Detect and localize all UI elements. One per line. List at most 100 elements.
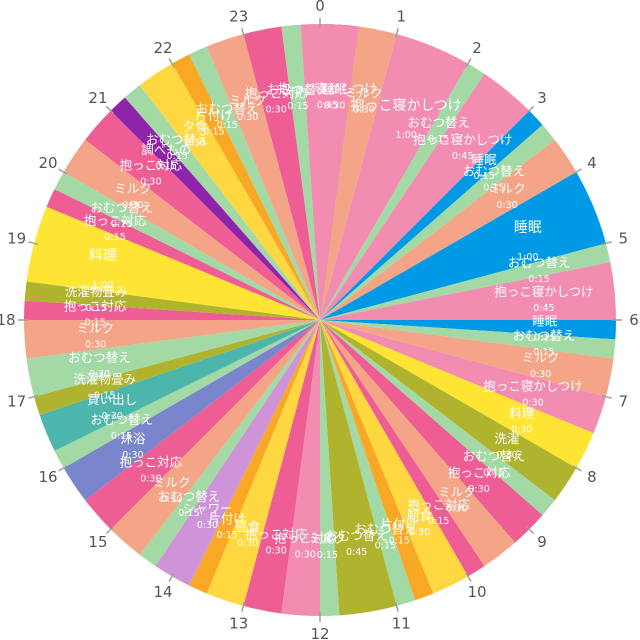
pie-slice — [24, 281, 320, 320]
slice-activity-label: おむつ替え — [90, 200, 153, 215]
hour-tick-label: 4 — [587, 154, 597, 172]
slice-activity-label: 夕食 — [183, 119, 209, 134]
pie-slice — [320, 320, 543, 543]
pie-slice — [320, 139, 577, 320]
pie-slice — [320, 124, 555, 320]
slice-duration-label: 0:15 — [528, 274, 549, 285]
pie-slice — [26, 206, 321, 320]
slice-duration-label: 0:30 — [530, 369, 551, 380]
hour-tick-label: 8 — [587, 468, 597, 486]
slice-activity-label: おむつ替え — [68, 350, 131, 365]
slice-duration-label: 0:15 — [483, 468, 504, 479]
slice-duration-label: 1:00 — [92, 280, 113, 291]
slice-duration-label: 0:30 — [496, 450, 517, 461]
slice-duration-label: 0:30 — [468, 484, 489, 495]
slice-duration-label: 0:15 — [167, 151, 188, 162]
slice-duration-label: 0:30 — [140, 473, 161, 484]
pie-slice — [320, 320, 577, 501]
slice-duration-label: 0:30 — [237, 538, 258, 549]
slice-activity-label: おむつ替え — [513, 328, 576, 343]
slice-activity-label: 昼食 — [235, 519, 261, 534]
pie-slice — [24, 300, 320, 320]
pie-slice — [243, 320, 320, 614]
pie-slice — [320, 243, 611, 320]
pie-slice — [26, 320, 321, 397]
pie-slice — [155, 320, 320, 586]
slice-activity-label: おむつ替え — [325, 528, 388, 543]
pie-slice — [320, 320, 397, 616]
slice-activity-label: ミルク — [77, 321, 115, 336]
pie-slice — [63, 139, 320, 320]
hour-tick-label: 5 — [619, 230, 629, 248]
slice-duration-label: 0:15 — [84, 318, 105, 329]
slice-duration-label: 1:00 — [517, 252, 538, 263]
slice-duration-label: 0:30 — [353, 104, 374, 115]
slice-duration-label: 0:30 — [446, 503, 467, 514]
pie-slice — [320, 34, 468, 320]
slice-activity-label: ミルク — [153, 475, 191, 490]
hour-tick-label: 0 — [315, 0, 325, 15]
hour-tick-label: 1 — [396, 8, 406, 26]
slice-duration-label: 0:15 — [111, 431, 132, 442]
slice-duration-label: 0:15 — [111, 219, 132, 230]
slice-activity-label: 抱っこ対応 — [245, 85, 308, 100]
slice-duration-label: 0:30 — [409, 527, 430, 538]
hour-tick-mark — [58, 168, 68, 175]
hour-tick-label: 14 — [153, 583, 172, 601]
slice-duration-label: 0:15 — [203, 127, 224, 138]
pie-slice — [320, 262, 616, 320]
slice-duration-label: 1:00 — [395, 130, 416, 141]
slice-activity-label: 抱っこ対応 — [120, 158, 183, 173]
slice-activity-label: シャワー — [183, 501, 233, 516]
slice-duration-label: 0:30 — [85, 340, 106, 351]
slice-activity-label: 抱っこ寝かしつけ — [278, 81, 377, 96]
slice-activity-label: 洗濯物畳み — [65, 284, 128, 299]
hour-tick-mark — [394, 601, 399, 612]
pie-slice — [139, 320, 320, 567]
slice-activity-label: 抱っこ対応 — [274, 530, 337, 545]
slice-activity-label: 片付け — [380, 517, 418, 532]
slice-duration-label: 0:15 — [94, 390, 115, 401]
hour-tick-mark — [465, 58, 472, 68]
slice-activity-label: 抱っこ対応 — [408, 497, 471, 512]
slice-activity-label: 睡眠 — [532, 313, 558, 328]
pie-slice — [63, 320, 320, 501]
slice-activity-label: おむつ替え — [90, 412, 153, 427]
slice-duration-label: 0:30 — [184, 138, 205, 149]
slice-duration-label: 0:45 — [452, 151, 473, 162]
slice-duration-label: 0:15 — [287, 101, 308, 112]
slice-duration-label: 0:30 — [197, 520, 218, 531]
slice-duration-label: 0:30 — [265, 104, 286, 115]
slice-activity-label: 睡眠 — [514, 220, 542, 236]
hour-tick-label: 6 — [629, 311, 639, 329]
slice-duration-label: 0:45 — [533, 303, 554, 314]
slice-activity-label: おむつ替え — [408, 115, 471, 130]
slice-duration-label: 0:30 — [522, 397, 543, 408]
slice-activity-label: ミルク — [114, 181, 152, 196]
hour-tick-mark — [105, 525, 115, 535]
slice-activity-label: おむつ替え — [463, 449, 526, 464]
slice-duration-label: 0:15 — [178, 508, 199, 519]
slice-activity-label: 洗濯 — [495, 431, 520, 446]
slice-duration-label: 0:15 — [428, 516, 449, 527]
slice-activity-label: ミルク — [488, 181, 526, 196]
pie-slice — [189, 320, 320, 594]
slice-duration-label: 0:15 — [483, 182, 504, 193]
pie-slice — [320, 320, 434, 601]
pie-slice — [320, 320, 614, 397]
hour-tick-label: 17 — [7, 392, 26, 410]
pie-slice — [281, 320, 320, 616]
slice-duration-label: 0:15 — [428, 134, 449, 145]
slice-activity-label: おむつ替え — [146, 132, 209, 147]
slice-duration-label: 0:15 — [534, 332, 555, 343]
slice-duration-label: 0:30 — [122, 450, 143, 461]
hour-tick-mark — [525, 525, 535, 535]
pie-slice — [320, 320, 606, 434]
pie-slice — [24, 320, 320, 359]
pie-slice — [320, 320, 516, 567]
slice-activity-label: 調べもの — [141, 142, 191, 157]
slice-duration-label: 0:15 — [85, 303, 106, 314]
hour-tick-mark — [525, 105, 535, 115]
